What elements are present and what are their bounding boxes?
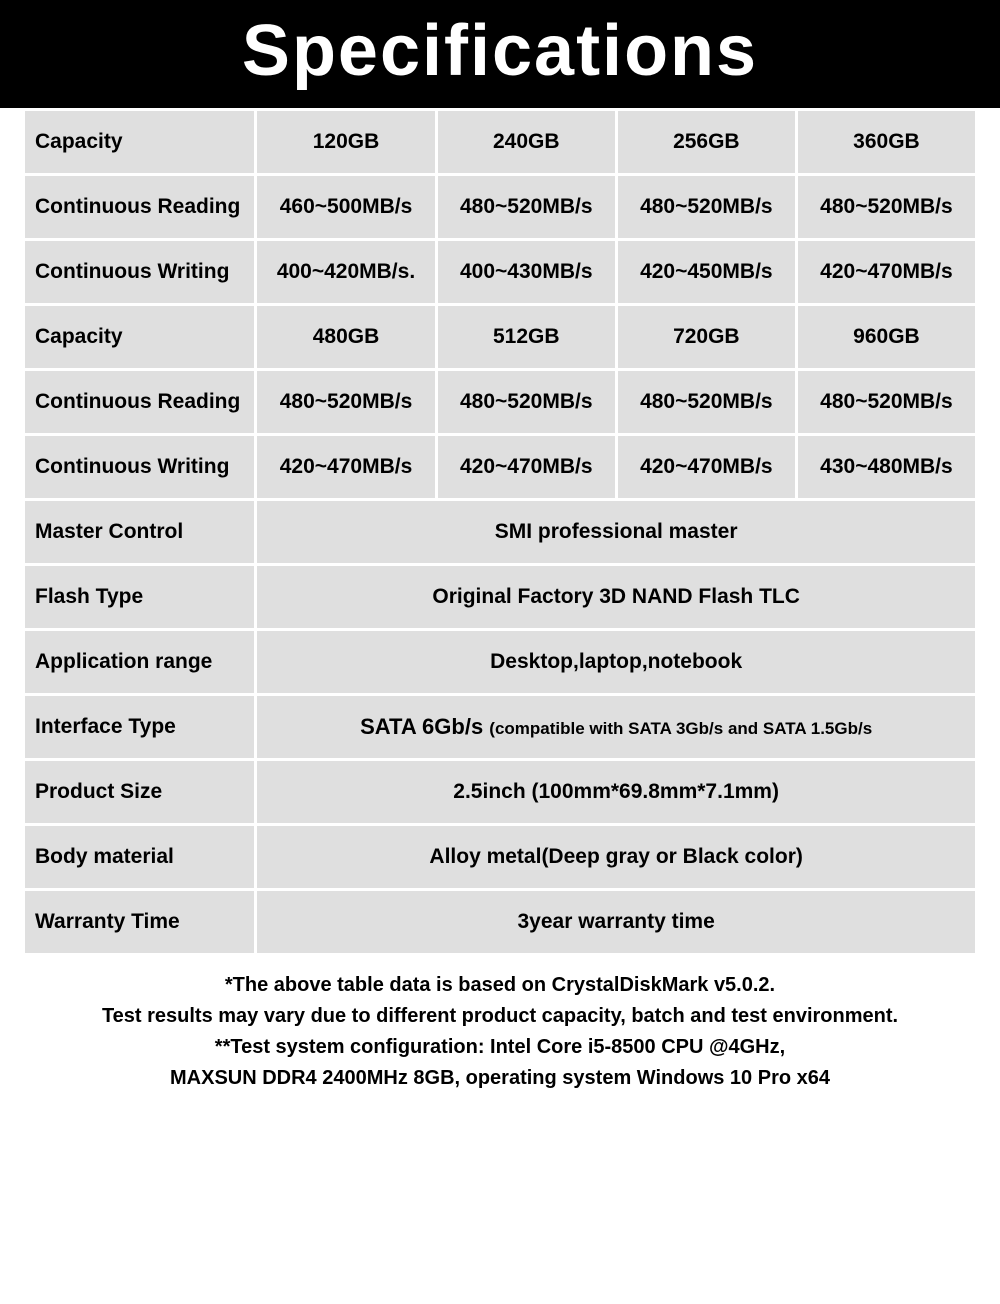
table-row: Warranty Time 3year warranty time	[25, 891, 975, 953]
cell: 430~480MB/s	[798, 436, 975, 498]
cell: 400~420MB/s.	[257, 241, 434, 303]
row-label-flash: Flash Type	[25, 566, 254, 628]
table-row: Interface Type SATA 6Gb/s (compatible wi…	[25, 696, 975, 758]
table-row: Flash Type Original Factory 3D NAND Flas…	[25, 566, 975, 628]
cell: 480~520MB/s	[438, 176, 615, 238]
cell: 420~470MB/s	[618, 436, 795, 498]
row-label-body: Body material	[25, 826, 254, 888]
cell: 480~520MB/s	[798, 371, 975, 433]
row-label-warranty: Warranty Time	[25, 891, 254, 953]
cell: 460~500MB/s	[257, 176, 434, 238]
cell: 400~430MB/s	[438, 241, 615, 303]
row-label-interface: Interface Type	[25, 696, 254, 758]
footer-line: Test results may vary due to different p…	[20, 1001, 980, 1032]
row-label-read: Continuous Reading	[25, 371, 254, 433]
spec-table: Capacity 120GB 240GB 256GB 360GB Continu…	[22, 108, 978, 956]
row-label-master: Master Control	[25, 501, 254, 563]
cell: 480~520MB/s	[618, 176, 795, 238]
row-label-app: Application range	[25, 631, 254, 693]
cell: 480~520MB/s	[618, 371, 795, 433]
row-label-write: Continuous Writing	[25, 436, 254, 498]
cell: 480~520MB/s	[257, 371, 434, 433]
table-row: Product Size 2.5inch (100mm*69.8mm*7.1mm…	[25, 761, 975, 823]
cell: 3year warranty time	[257, 891, 975, 953]
cell: 720GB	[618, 306, 795, 368]
cell: 360GB	[798, 111, 975, 173]
footer-line: MAXSUN DDR4 2400MHz 8GB, operating syste…	[20, 1063, 980, 1094]
cell: Desktop,laptop,notebook	[257, 631, 975, 693]
cell: 480GB	[257, 306, 434, 368]
cell: Alloy metal(Deep gray or Black color)	[257, 826, 975, 888]
footer-line: **Test system configuration: Intel Core …	[20, 1032, 980, 1063]
table-row: Continuous Reading 480~520MB/s 480~520MB…	[25, 371, 975, 433]
cell: 240GB	[438, 111, 615, 173]
table-row: Master Control SMI professional master	[25, 501, 975, 563]
cell: 120GB	[257, 111, 434, 173]
interface-note: (compatible with SATA 3Gb/s and SATA 1.5…	[489, 719, 872, 738]
interface-main: SATA 6Gb/s	[360, 714, 489, 739]
cell: Original Factory 3D NAND Flash TLC	[257, 566, 975, 628]
row-label-capacity: Capacity	[25, 111, 254, 173]
table-row: Continuous Writing 420~470MB/s 420~470MB…	[25, 436, 975, 498]
cell: 420~470MB/s	[798, 241, 975, 303]
cell: SMI professional master	[257, 501, 975, 563]
table-row: Body material Alloy metal(Deep gray or B…	[25, 826, 975, 888]
footer-notes: *The above table data is based on Crysta…	[20, 970, 980, 1094]
cell: 512GB	[438, 306, 615, 368]
cell: 960GB	[798, 306, 975, 368]
row-label-capacity: Capacity	[25, 306, 254, 368]
cell: 420~470MB/s	[257, 436, 434, 498]
cell: 480~520MB/s	[798, 176, 975, 238]
page-title: Specifications	[0, 0, 1000, 108]
table-row: Continuous Writing 400~420MB/s. 400~430M…	[25, 241, 975, 303]
cell: 2.5inch (100mm*69.8mm*7.1mm)	[257, 761, 975, 823]
row-label-size: Product Size	[25, 761, 254, 823]
cell: 420~450MB/s	[618, 241, 795, 303]
table-row: Application range Desktop,laptop,noteboo…	[25, 631, 975, 693]
row-label-write: Continuous Writing	[25, 241, 254, 303]
cell-interface: SATA 6Gb/s (compatible with SATA 3Gb/s a…	[257, 696, 975, 758]
cell: 480~520MB/s	[438, 371, 615, 433]
footer-line: *The above table data is based on Crysta…	[20, 970, 980, 1001]
table-row: Continuous Reading 460~500MB/s 480~520MB…	[25, 176, 975, 238]
cell: 256GB	[618, 111, 795, 173]
cell: 420~470MB/s	[438, 436, 615, 498]
table-row: Capacity 120GB 240GB 256GB 360GB	[25, 111, 975, 173]
table-row: Capacity 480GB 512GB 720GB 960GB	[25, 306, 975, 368]
row-label-read: Continuous Reading	[25, 176, 254, 238]
